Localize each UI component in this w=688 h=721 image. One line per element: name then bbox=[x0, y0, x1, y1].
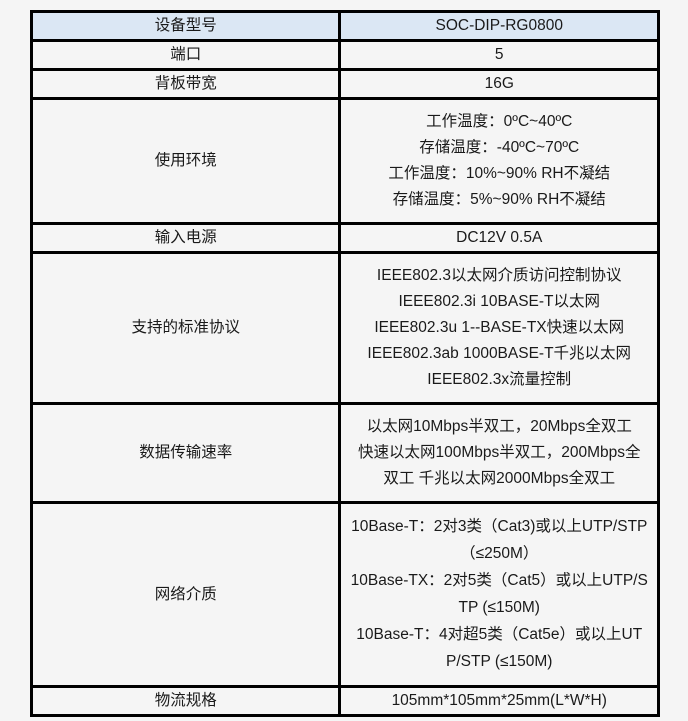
spec-value-line: IEEE802.3i 10BASE-T以太网 bbox=[398, 293, 601, 310]
spec-value-line: 工作温度：10%~90% RH不凝结 bbox=[388, 165, 611, 182]
spec-value-line: 10Base-T：2对3类（Cat3)或以上UTP/STP bbox=[351, 518, 648, 535]
spec-value-line: 存储温度：-40ºC~70ºC bbox=[419, 139, 580, 156]
spec-label-cell: 数据传输速率 bbox=[29, 402, 342, 504]
spec-value-line: SOC-DIP-RG0800 bbox=[435, 17, 563, 34]
spec-value-cell: SOC-DIP-RG0800 bbox=[338, 10, 660, 42]
table-row: 背板带宽 16G bbox=[29, 68, 660, 100]
spec-value-line: 10Base-T：4对超5类（Cat5e）或以上UT bbox=[356, 626, 643, 643]
spec-label-cell: 支持的标准协议 bbox=[29, 251, 342, 405]
spec-value-line: P/STP (≤150M) bbox=[446, 653, 553, 670]
spec-value-cell: IEEE802.3以太网介质访问控制协议 IEEE802.3i 10BASE-T以… bbox=[338, 251, 660, 405]
table-row: 物流规格 105mm*105mm*25mm(L*W*H) bbox=[29, 685, 660, 717]
spec-label-cell: 端口 bbox=[29, 39, 342, 71]
spec-label-cell: 物流规格 bbox=[29, 685, 342, 717]
table-row: 数据传输速率 以太网10Mbps半双工，20Mbps全双工 快速以太网100Mbps… bbox=[29, 402, 660, 504]
spec-value-line: IEEE802.3u 1--BASE-TX快速以太网 bbox=[374, 319, 625, 336]
spec-label-cell: 网络介质 bbox=[29, 501, 342, 688]
spec-value-line: DC12V 0.5A bbox=[456, 229, 543, 246]
table-row: 使用环境 工作温度：0ºC~40ºC 存储温度：-40ºC~70ºC 工作温度：10%… bbox=[29, 97, 660, 225]
spec-value-cell: 10Base-T：2对3类（Cat3)或以上UTP/STP （≤250M） 10Ba… bbox=[338, 501, 660, 688]
spec-value-line: IEEE802.3以太网介质访问控制协议 bbox=[376, 267, 622, 284]
spec-value-cell: 16G bbox=[338, 68, 660, 100]
spec-value-cell: 105mm*105mm*25mm(L*W*H) bbox=[338, 685, 660, 717]
spec-value-cell: DC12V 0.5A bbox=[338, 222, 660, 254]
spec-value-line: 双工 千兆以太网2000Mbps全双工 bbox=[383, 470, 616, 487]
spec-value-line: （≤250M） bbox=[460, 545, 539, 562]
spec-value-cell: 以太网10Mbps半双工，20Mbps全双工 快速以太网100Mbps半双工，20… bbox=[338, 402, 660, 504]
table-row: 设备型号 SOC-DIP-RG0800 bbox=[29, 10, 660, 42]
spec-value-line: IEEE802.3ab 1000BASE-T千兆以太网 bbox=[367, 345, 632, 362]
spec-value-line: 以太网10Mbps半双工，20Mbps全双工 bbox=[366, 418, 632, 435]
spec-value-line: 工作温度：0ºC~40ºC bbox=[426, 113, 573, 130]
spec-value-line: 10Base-TX：2对5类（Cat5）或以上UTP/S bbox=[350, 572, 648, 589]
specification-table-body: 设备型号 SOC-DIP-RG0800 端口 5 背板带宽 16G 使用环境 工作温度：0ºC… bbox=[29, 10, 660, 717]
spec-value-line: IEEE802.3x流量控制 bbox=[427, 371, 572, 388]
table-row: 输入电源 DC12V 0.5A bbox=[29, 222, 660, 254]
spec-label-cell: 设备型号 bbox=[29, 10, 342, 42]
spec-label-cell: 使用环境 bbox=[29, 97, 342, 225]
spec-value-line: 存储温度：5%~90% RH不凝结 bbox=[392, 191, 606, 208]
table-row: 端口 5 bbox=[29, 39, 660, 71]
spec-value-line: 快速以太网100Mbps半双工，200Mbps全 bbox=[357, 444, 641, 461]
spec-value-cell: 工作温度：0ºC~40ºC 存储温度：-40ºC~70ºC 工作温度：10%~90%… bbox=[338, 97, 660, 225]
table-row: 支持的标准协议 IEEE802.3以太网介质访问控制协议 IEEE802.3i 10… bbox=[29, 251, 660, 405]
spec-value-line: 16G bbox=[484, 75, 514, 92]
spec-value-cell: 5 bbox=[338, 39, 660, 71]
specification-table: 设备型号 SOC-DIP-RG0800 端口 5 背板带宽 16G 使用环境 工作温度：0ºC… bbox=[29, 10, 660, 717]
spec-value-line: TP (≤150M) bbox=[458, 599, 540, 616]
spec-label-cell: 输入电源 bbox=[29, 222, 342, 254]
table-row: 网络介质 10Base-T：2对3类（Cat3)或以上UTP/STP （≤250M）… bbox=[29, 501, 660, 688]
spec-value-line: 5 bbox=[494, 46, 504, 63]
spec-label-cell: 背板带宽 bbox=[29, 68, 342, 100]
specification-table-container: 设备型号 SOC-DIP-RG0800 端口 5 背板带宽 16G 使用环境 工作温度：0ºC… bbox=[29, 10, 660, 717]
spec-value-line: 105mm*105mm*25mm(L*W*H) bbox=[391, 692, 607, 709]
